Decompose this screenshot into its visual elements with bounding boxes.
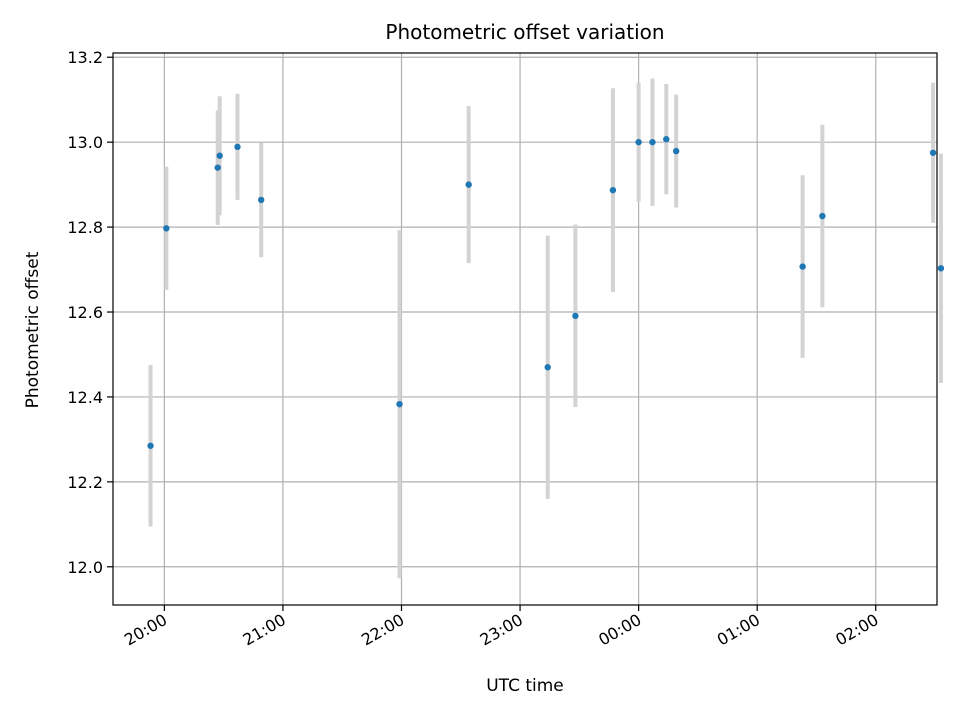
data-point [258, 196, 265, 204]
y-tick-label: 13.2 [67, 48, 103, 67]
data-point [799, 263, 806, 270]
data-point [819, 212, 826, 220]
y-tick-label: 13.0 [67, 133, 103, 152]
chart-title: Photometric offset variation [385, 20, 664, 44]
data-point [672, 147, 680, 155]
y-tick-label: 12.4 [67, 388, 103, 407]
data-point [937, 265, 945, 272]
data-point [465, 181, 472, 188]
data-point [396, 400, 403, 408]
grid [113, 53, 937, 605]
y-tick-label: 12.2 [67, 473, 103, 492]
y-axis-ticks: 12.0 12.2 12.4 12.6 12.8 13.0 13.2 [67, 48, 113, 577]
x-axis-label: UTC time [486, 676, 564, 696]
data-point [572, 312, 579, 320]
y-tick-label: 12.8 [67, 218, 103, 237]
data-point [214, 164, 221, 171]
data-point [929, 149, 937, 156]
data-point [635, 138, 642, 146]
data-point [649, 138, 656, 146]
data-point [544, 364, 551, 371]
data-point [163, 225, 170, 232]
y-tick-label: 12.0 [67, 558, 103, 577]
y-tick-label: 12.6 [67, 303, 103, 322]
data-point [147, 442, 154, 449]
data-point [663, 135, 670, 143]
data-point [216, 152, 223, 159]
data-point [234, 143, 241, 151]
plot-frame [112, 52, 938, 606]
y-axis-label: Photometric offset [23, 251, 43, 408]
data-points [147, 135, 945, 449]
data-point [609, 186, 617, 194]
